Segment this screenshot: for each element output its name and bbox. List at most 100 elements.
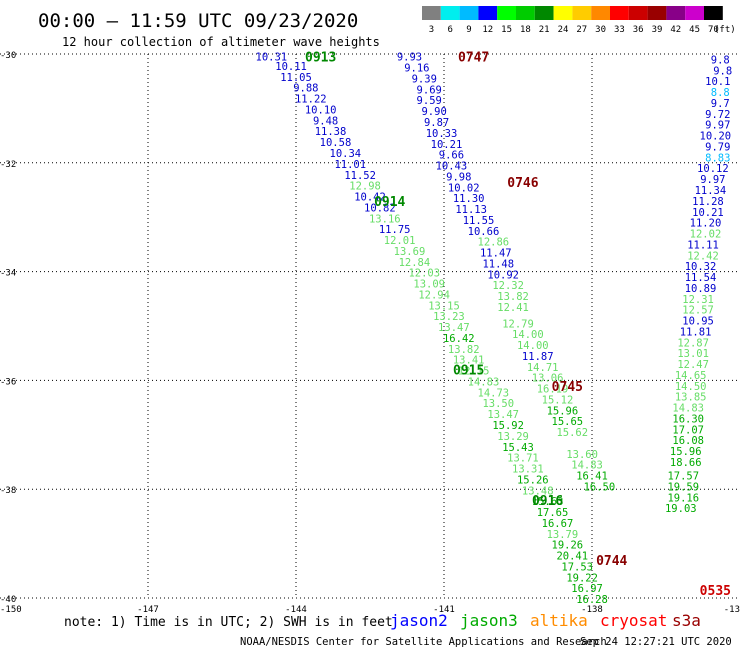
wave-height-value: 12.02: [690, 229, 722, 241]
wave-height-value: 9.93: [397, 52, 422, 64]
pass-time-label: 0914: [374, 195, 405, 210]
wave-height-value: 14.83: [672, 403, 704, 415]
colorbar-swatch: [610, 6, 629, 20]
wave-height-value: 11.54: [685, 272, 717, 284]
wave-height-value: 16.08: [672, 435, 704, 447]
wave-height-value: 12.79: [502, 318, 534, 330]
footer-credit: NOAA/NESDIS Center for Satellite Applica…: [240, 636, 607, 648]
wave-height-value: 11.11: [687, 239, 719, 251]
wave-height-value: 12.01: [384, 235, 416, 247]
x-tick-label: -13: [724, 605, 740, 615]
wave-height-value: 10.42: [354, 192, 386, 204]
x-tick-label: -147: [137, 605, 159, 615]
legend-entry-jason3: jason3: [460, 611, 518, 630]
wave-height-value: 13.47: [487, 409, 519, 421]
colorbar-swatch: [666, 6, 686, 20]
wave-height-value: 9.8: [711, 54, 730, 66]
wave-height-value: 13.31: [512, 464, 544, 476]
wave-height-value: 13.15: [428, 300, 460, 312]
wave-height-value: 10.33: [426, 128, 458, 140]
wave-height-value: 13.29: [497, 431, 529, 443]
y-tick-label: -32: [0, 160, 16, 170]
wave-height-value: 15.96: [670, 446, 702, 458]
colorbar-unit: (ft): [714, 25, 736, 35]
wave-height-value: 12.15: [458, 366, 490, 378]
colorbar-swatch: [591, 6, 610, 20]
wave-height-value: 12.41: [497, 302, 529, 314]
x-tick-label: -141: [433, 605, 455, 615]
colorbar-label: 42: [670, 25, 681, 35]
wave-height-value: 9.72: [705, 109, 730, 121]
y-axis-ticks: -30 -32 -34 -36 -38 -40: [0, 51, 16, 605]
colorbar-swatch: [572, 6, 592, 20]
wave-height-value: 19.59: [667, 481, 699, 493]
wave-height-value: 14.00: [512, 329, 544, 341]
wave-height-value: 15.63: [532, 496, 564, 508]
wave-height-value: 18.66: [670, 457, 702, 469]
wave-height-value: 15.92: [492, 420, 524, 432]
wave-height-value: 17.57: [667, 471, 699, 483]
wave-height-value: 11.13: [455, 204, 487, 216]
wave-height-value: 9.88: [293, 83, 318, 95]
colorbar-label: 3: [429, 25, 434, 35]
grid: [0, 53, 740, 599]
footer-note: note: 1) Time is in UTC; 2) SWH is in fe…: [64, 615, 393, 630]
wave-height-value: 10.32: [685, 261, 717, 273]
wave-height-value: 11.75: [379, 224, 411, 236]
pass-time-label: 0915: [453, 364, 484, 379]
chart-title: 00:00 – 11:59 UTC 09/23/2020: [38, 10, 358, 32]
wave-height-value: 13.16: [369, 213, 401, 225]
colorbar-swatch: [685, 6, 704, 20]
colorbar-swatch: [647, 6, 667, 20]
wave-height-value: 13.85: [675, 392, 707, 404]
wave-height-value: 17.65: [537, 507, 569, 519]
colorbar-swatch: [553, 6, 573, 20]
wave-height-value: 10.66: [468, 226, 500, 238]
colorbar-swatch: [628, 6, 648, 20]
wave-height-value: 9.69: [417, 84, 442, 96]
wave-height-value: 11.34: [695, 185, 727, 197]
wave-height-value: 10.43: [436, 161, 468, 173]
wave-height-value: 13.69: [394, 246, 426, 258]
wave-height-value: 11.81: [680, 326, 712, 338]
wave-height-value: 16.42: [443, 333, 475, 345]
colorbar-label: 45: [689, 25, 700, 35]
wave-height-value: 16.28: [576, 594, 608, 606]
wave-height-value: 12.94: [418, 289, 450, 301]
wave-height-value: 15.62: [556, 427, 588, 439]
wave-height-value: 15.12: [542, 394, 574, 406]
wave-height-value: 10.58: [320, 137, 352, 149]
wave-height-value: 10.95: [682, 316, 714, 328]
wave-height-value: 9.87: [424, 117, 449, 129]
wave-height-value: 14.65: [675, 370, 707, 382]
legend-entry-altika: altika: [530, 611, 588, 630]
wave-height-value: 10.11: [275, 61, 307, 73]
wave-height-value: 13.79: [547, 529, 579, 541]
wave-height-value: 12.98: [349, 181, 381, 193]
wave-height-value: 10.02: [448, 182, 480, 194]
wave-height-value: 20.41: [556, 551, 588, 563]
wave-height-value: 11.05: [280, 72, 312, 84]
colorbar-swatch: [516, 6, 535, 20]
wave-height-value: 11.52: [344, 170, 376, 182]
y-tick-label: -30: [0, 51, 16, 61]
wave-height-value: 11.38: [315, 126, 347, 138]
wave-height-value: 13.41: [453, 355, 485, 367]
colorbar-label: 27: [576, 25, 587, 35]
wave-height-value: 10.20: [700, 131, 732, 143]
colorbar-label: 24: [558, 25, 569, 35]
wave-height-value: 9.79: [705, 141, 730, 153]
wave-height-value: 13.47: [438, 322, 470, 334]
wave-height-value: 12.87: [677, 337, 709, 349]
colorbar-label: 70: [708, 25, 719, 35]
colorbar-label: 12: [482, 25, 493, 35]
colorbar-label: 39: [652, 25, 663, 35]
pass-time-label: 0745: [552, 380, 583, 395]
wave-height-value: 12.84: [399, 257, 431, 269]
wave-height-value: 12.03: [408, 268, 440, 280]
wave-height-value: 8.8: [711, 87, 730, 99]
wave-height-value: 10.31: [256, 52, 288, 64]
wave-height-value: 11.22: [295, 94, 327, 106]
wave-height-value: 13.09: [413, 279, 445, 291]
wave-height-value: 13.23: [433, 311, 465, 323]
